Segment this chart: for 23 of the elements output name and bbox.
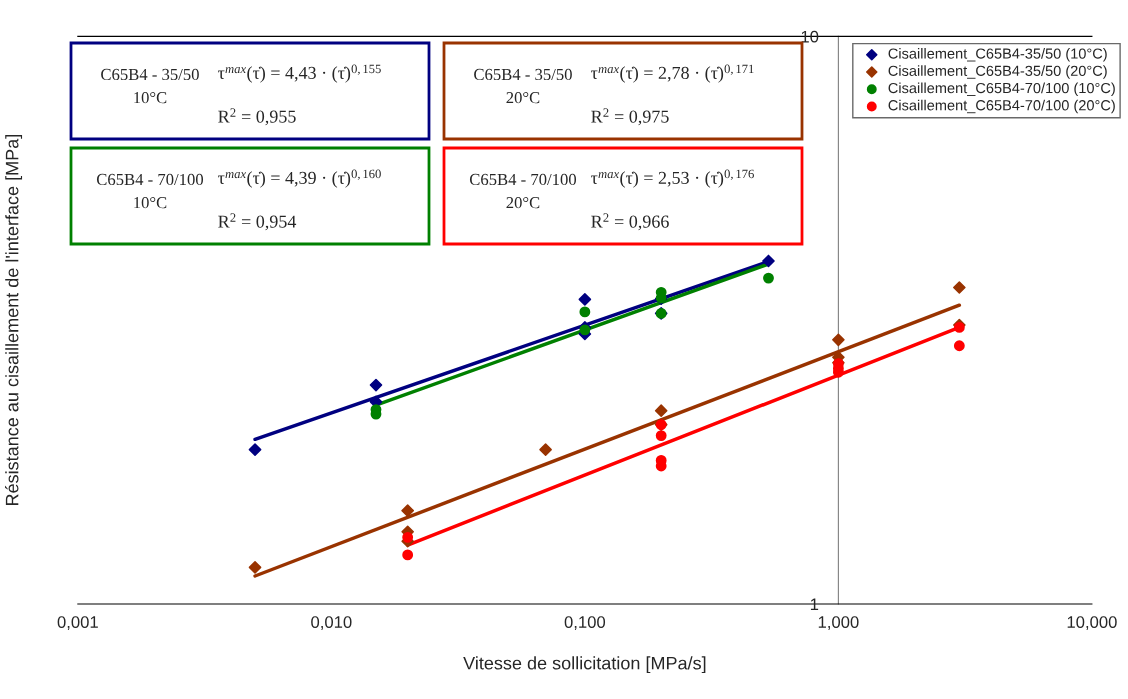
annotation: τ$^{max}$(τ̇) = 4,43 · (τ̇)$^{0,155}$ <box>218 64 381 83</box>
annotation: C65B4 - 35/50 20°C <box>474 68 572 104</box>
legend-label: Cisaillement_C65B4-70/100 (20°C) <box>888 99 1115 114</box>
x-tick-label: 1,000 <box>818 616 859 630</box>
annotation: C65B4 - 35/50 10°C <box>101 68 199 104</box>
x-tick-label: 0,001 <box>57 616 98 630</box>
annotation: R$^{2}$ = 0,966 <box>591 213 669 231</box>
x-tick-label: 0,100 <box>564 616 606 630</box>
y-axis-title: Résistance au cisaillement de l'interface [MPa] <box>5 135 23 506</box>
annotation: τ$^{max}$(τ̇) = 2,53 · (τ̇)$^{0,176}$ <box>591 169 754 188</box>
annotation: R$^{2}$ = 0,975 <box>591 108 669 126</box>
annotation: C65B4 - 70/100 10°C <box>96 173 204 209</box>
annotation: τ$^{max}$(τ̇) = 4,39 · (τ̇)$^{0,160}$ <box>218 169 381 188</box>
annotation: τ$^{max}$(τ̇) = 2,78 · (τ̇)$^{0,171}$ <box>591 64 754 83</box>
x-tick-label: 10,000 <box>1067 616 1117 630</box>
legend-label: Cisaillement_C65B4-70/100 (10°C) <box>888 82 1115 97</box>
annotation: R$^{2}$ = 0,955 <box>218 108 296 126</box>
x-tick-label: 0,010 <box>311 616 352 630</box>
annotation: R$^{2}$ = 0,954 <box>218 213 297 231</box>
legend-label: Cisaillement_C65B4-35/50 (20°C) <box>888 65 1107 79</box>
x-axis-title: Vitesse de sollicitation [MPa/s] <box>463 656 706 674</box>
annotation: C65B4 - 70/100 20°C <box>469 173 577 209</box>
legend-label: Cisaillement_C65B4-35/50 (10°C) <box>888 48 1107 62</box>
